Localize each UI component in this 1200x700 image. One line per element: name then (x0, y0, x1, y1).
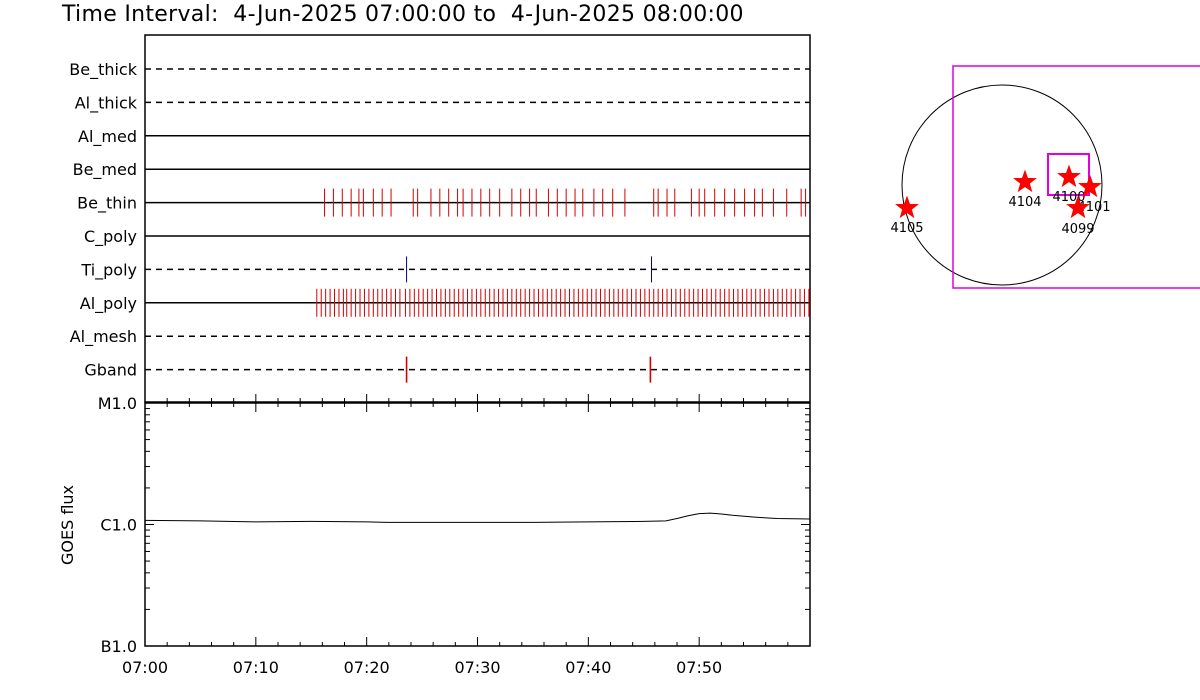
fov-box-small (1047, 153, 1090, 196)
row-label-al-med: Al_med (78, 127, 137, 147)
row-label-gband: Gband (84, 361, 137, 380)
row-label-c-poly: C_poly (84, 227, 137, 247)
title-to: to (473, 2, 497, 27)
region-label: 4101 (1077, 200, 1110, 215)
raster-frame (144, 34, 811, 403)
goes-y-tick-label: C1.0 (100, 516, 137, 535)
goes-y-axis-label: GOES flux (58, 485, 77, 565)
row-label-be-thick: Be_thick (69, 60, 137, 80)
region-star-marker (895, 195, 919, 219)
region-label: 4099 (1061, 222, 1094, 237)
goes-y-tick-label: B1.0 (101, 637, 137, 656)
goes-x-tick-label: 07:50 (676, 658, 722, 677)
goes-flux-line (144, 512, 811, 523)
goes-x-tick-label: 07:40 (565, 658, 611, 677)
row-label-al-mesh: Al_mesh (70, 327, 137, 347)
title-end: 4-Jun-2025 08:00:00 (510, 2, 744, 27)
goes-x-tick-label: 07:00 (122, 658, 168, 677)
region-star-marker (1013, 169, 1037, 193)
goes-x-tick-label: 07:20 (344, 658, 390, 677)
goes-y-tick-label: M1.0 (98, 394, 137, 413)
region-label: 4104 (1008, 195, 1041, 210)
region-label: 4105 (890, 221, 923, 236)
title-start: 4-Jun-2025 07:00:00 (233, 2, 467, 27)
title-prefix: Time Interval: (62, 2, 219, 27)
region-star-marker (1057, 164, 1081, 188)
goes-frame (144, 402, 811, 647)
region-star-marker (1066, 195, 1090, 219)
row-label-be-med: Be_med (73, 160, 137, 180)
row-label-al-thick: Al_thick (75, 93, 138, 113)
goes-x-tick-label: 07:10 (233, 658, 279, 677)
region-star-marker (1078, 174, 1102, 198)
row-label-al-poly: Al_poly (80, 294, 137, 314)
row-label-ti-poly: Ti_poly (80, 260, 137, 280)
solar-limb-circle (901, 84, 1103, 286)
goes-x-tick-label: 07:30 (454, 658, 500, 677)
fov-box-large (952, 65, 1200, 289)
chart-title: Time Interval: 4-Jun-2025 07:00:00 to 4-… (62, 2, 744, 27)
row-label-be-thin: Be_thin (77, 194, 137, 214)
